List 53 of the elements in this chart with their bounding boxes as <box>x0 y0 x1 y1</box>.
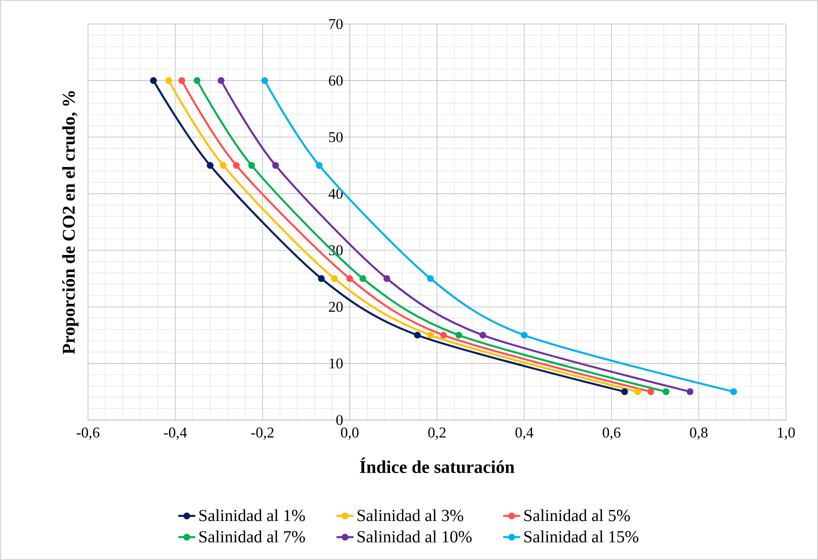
point <box>316 162 323 169</box>
x-tick-label: 1,0 <box>778 428 795 440</box>
point <box>220 162 227 169</box>
point <box>346 275 354 282</box>
point <box>427 332 434 339</box>
y-tick-label: 10 <box>330 358 343 368</box>
point <box>647 388 654 396</box>
x-tick-label: -0,2 <box>251 428 274 440</box>
point <box>261 77 268 84</box>
point <box>165 77 172 84</box>
legend-label: Salinidad al 5% <box>524 509 630 522</box>
x-tick-label: -0,6 <box>76 428 100 440</box>
point <box>730 388 738 396</box>
point <box>178 77 186 84</box>
y-tick-label: 60 <box>328 76 343 86</box>
point <box>427 275 434 282</box>
y-tick-label: 70 <box>329 18 343 30</box>
point <box>383 275 390 282</box>
point <box>248 162 256 169</box>
point <box>520 332 528 339</box>
point <box>232 162 240 169</box>
point <box>414 332 421 339</box>
point <box>479 332 486 339</box>
point <box>634 388 642 396</box>
point <box>662 388 670 396</box>
x-tick-label: 0,4 <box>515 428 534 440</box>
point <box>455 332 462 339</box>
point <box>621 388 628 396</box>
point <box>272 162 279 169</box>
x-tick-label: 0,6 <box>602 428 620 440</box>
point <box>218 77 224 84</box>
legend-label: Salinidad al 3% <box>358 509 464 522</box>
y-tick-label: 0 <box>336 414 343 426</box>
x-tick-label: 0,8 <box>690 428 708 440</box>
point <box>440 332 447 339</box>
y-tick-label: 20 <box>328 302 343 312</box>
point <box>331 275 338 282</box>
point <box>150 77 157 84</box>
point <box>194 77 200 84</box>
legend-label: Salinidad al 10% <box>358 530 472 543</box>
y-tick-label: 50 <box>329 132 343 142</box>
legend-label: Salinidad al 1% <box>199 509 305 522</box>
x-tick-label: 0,2 <box>428 428 446 440</box>
x-tick-label: -0,4 <box>164 428 187 440</box>
point <box>359 275 366 282</box>
legend-label: Salinidad al 15% <box>524 530 638 543</box>
x-axis-title: Índice de saturación <box>360 458 514 474</box>
point <box>206 162 214 169</box>
point <box>686 388 694 396</box>
legend-label: Salinidad al 7% <box>199 530 305 543</box>
y-axis-title: Proporción de CO2 en el crudo, % <box>62 91 78 354</box>
point <box>318 275 325 282</box>
x-tick-label: 0,0 <box>340 428 359 440</box>
